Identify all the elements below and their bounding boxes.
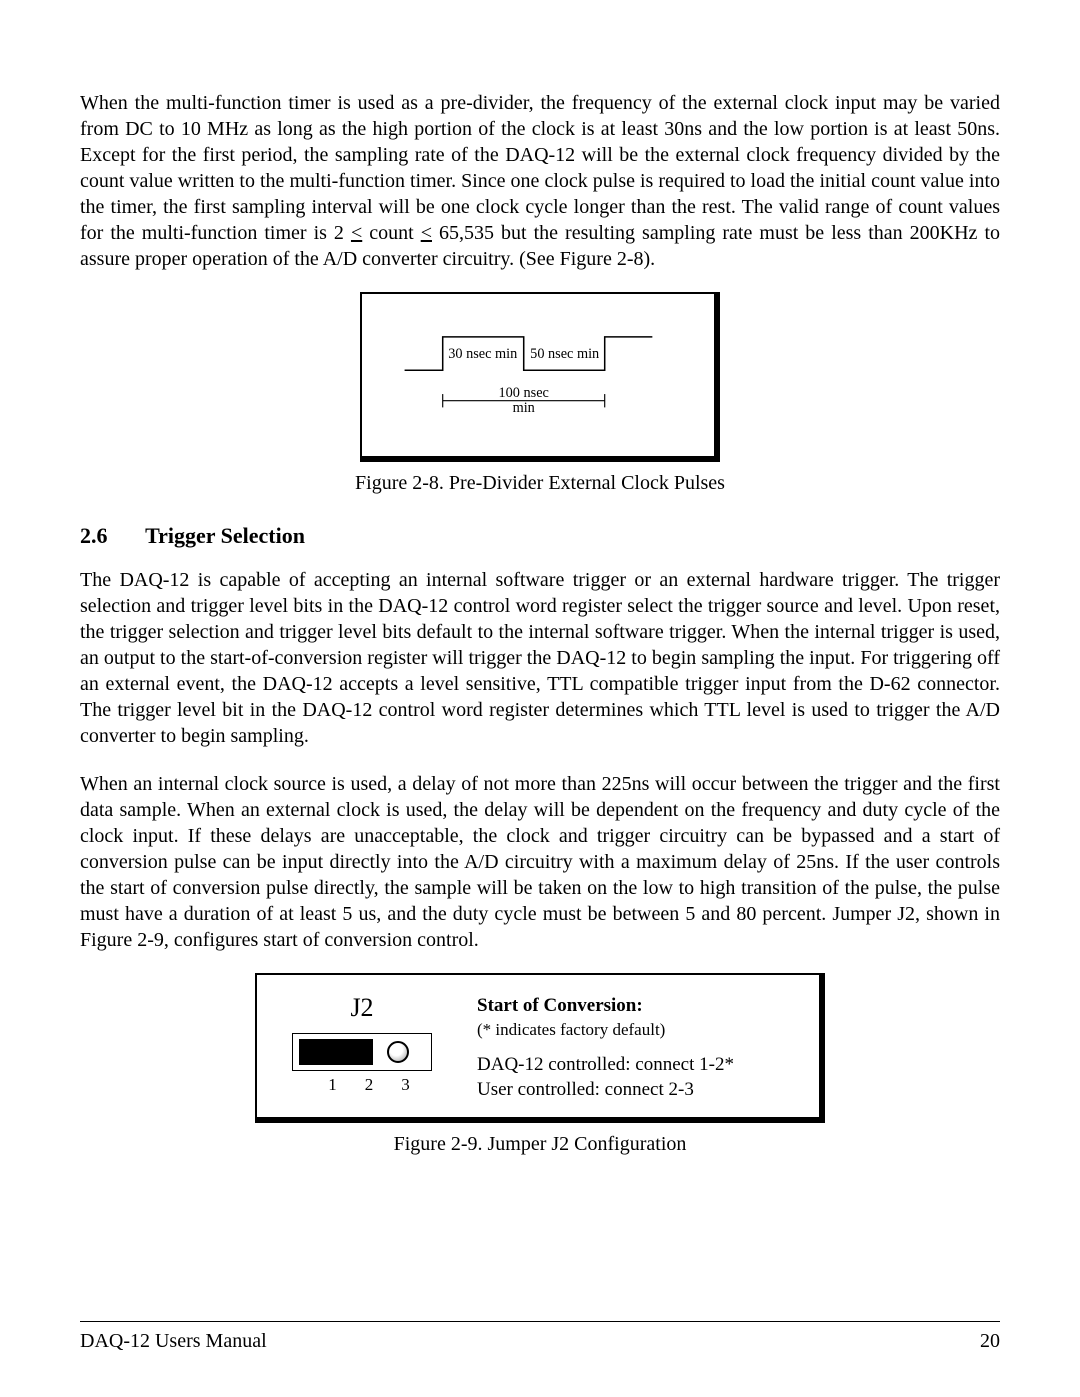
timing-diagram-box: 30 nsec min 50 nsec min 100 nsec min <box>360 292 720 462</box>
figure-2-9: J2 1 2 3 Start of Conversion: (* indicat… <box>80 973 1000 1156</box>
jumper-pin-3 <box>387 1041 409 1063</box>
le-symbol-2: < <box>421 222 432 244</box>
jumper-text: Start of Conversion: (* indicates factor… <box>477 993 799 1103</box>
figure-2-9-caption: Figure 2-9. Jumper J2 Configuration <box>394 1133 687 1156</box>
jumper-header: Start of Conversion: <box>477 993 799 1019</box>
paragraph-3: When an internal clock source is used, a… <box>80 771 1000 953</box>
pin-1-label: 1 <box>328 1075 337 1095</box>
section-heading: 2.6 Trigger Selection <box>80 523 1000 549</box>
jumper-sub: (* indicates factory default) <box>477 1019 799 1042</box>
paragraph-2: The DAQ-12 is capable of accepting an in… <box>80 567 1000 749</box>
section-title: Trigger Selection <box>145 523 305 548</box>
period-label: 100 nsec <box>499 385 549 401</box>
paragraph-1: When the multi-function timer is used as… <box>80 90 1000 272</box>
low-label: 50 nsec min <box>530 346 599 362</box>
page-content: When the multi-function timer is used as… <box>80 90 1000 1156</box>
jumper-opt-2: User controlled: connect 2-3 <box>477 1077 799 1103</box>
jumper-pin-labels: 1 2 3 <box>314 1075 410 1095</box>
figure-2-8: 30 nsec min 50 nsec min 100 nsec min Fig… <box>80 292 1000 495</box>
para1-b: count <box>362 222 420 244</box>
pin-2-label: 2 <box>365 1075 374 1095</box>
figure-2-8-caption: Figure 2-8. Pre-Divider External Clock P… <box>355 472 725 495</box>
timing-diagram-svg: 30 nsec min 50 nsec min 100 nsec min <box>362 294 714 456</box>
period-sub: min <box>513 400 535 416</box>
page-footer: DAQ-12 Users Manual 20 <box>80 1321 1000 1353</box>
high-label: 30 nsec min <box>448 346 517 362</box>
jumper-config-box: J2 1 2 3 Start of Conversion: (* indicat… <box>255 973 825 1123</box>
pin-3-label: 3 <box>401 1075 410 1095</box>
jumper-diagram: J2 1 2 3 <box>277 993 447 1103</box>
jumper-body <box>292 1033 432 1071</box>
section-number: 2.6 <box>80 523 140 549</box>
le-symbol: < <box>351 222 362 244</box>
jumper-opt-1: DAQ-12 controlled: connect 1-2* <box>477 1052 799 1078</box>
jumper-shunt <box>299 1039 373 1065</box>
jumper-name: J2 <box>350 993 373 1023</box>
footer-page-number: 20 <box>980 1330 1000 1353</box>
footer-left: DAQ-12 Users Manual <box>80 1330 267 1353</box>
